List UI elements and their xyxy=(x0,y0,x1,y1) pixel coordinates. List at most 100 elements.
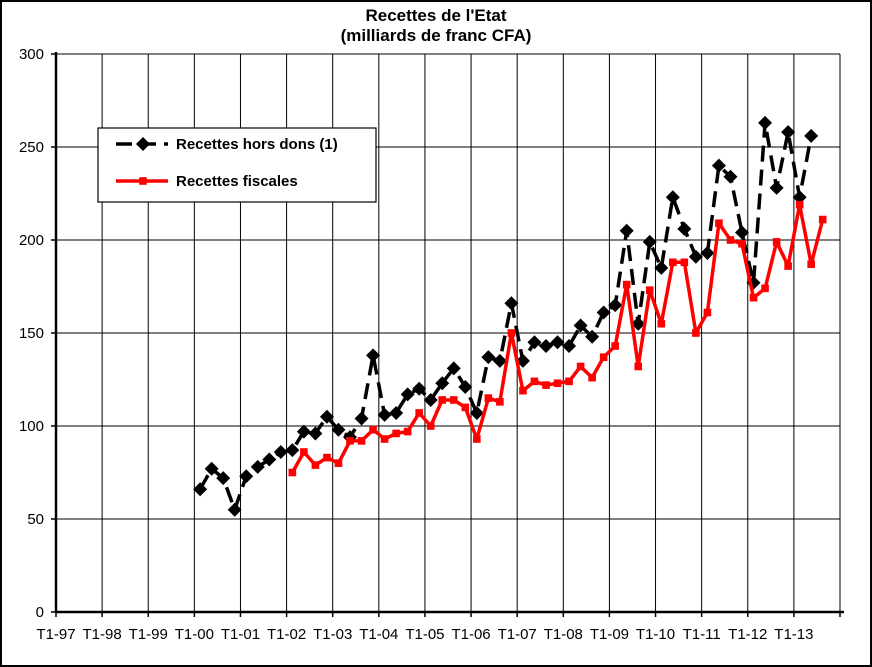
x-tick-label: T1-99 xyxy=(129,626,168,643)
x-tick-label: T1-06 xyxy=(451,626,490,643)
data-point xyxy=(412,381,427,396)
x-tick-label: T1-00 xyxy=(175,626,214,643)
data-point xyxy=(469,405,484,420)
data-point xyxy=(527,335,542,350)
data-point xyxy=(426,422,435,430)
data-point xyxy=(449,396,458,404)
legend-label: Recettes fiscales xyxy=(176,173,298,190)
data-point xyxy=(608,298,623,313)
data-point xyxy=(262,452,277,467)
data-point xyxy=(366,348,381,363)
data-point xyxy=(665,190,680,205)
data-point xyxy=(392,429,400,438)
data-point xyxy=(285,443,300,458)
x-tick-label: T1-10 xyxy=(636,626,675,643)
data-point xyxy=(807,260,815,268)
data-point xyxy=(438,396,447,404)
data-point xyxy=(599,353,608,361)
data-point xyxy=(784,262,792,270)
data-point xyxy=(654,260,669,275)
data-point xyxy=(204,461,219,476)
data-point xyxy=(781,125,796,140)
data-point xyxy=(611,342,619,350)
data-point xyxy=(311,461,320,469)
x-tick-label: T1-09 xyxy=(590,626,629,643)
data-point xyxy=(749,293,758,302)
data-point xyxy=(227,502,242,517)
data-point xyxy=(642,234,657,249)
chart-subtitle-line: (milliards de franc CFA) xyxy=(340,26,532,45)
data-point xyxy=(619,223,634,238)
grid-lines xyxy=(56,53,841,613)
data-point xyxy=(423,392,438,407)
data-point xyxy=(738,239,746,248)
data-point xyxy=(692,329,700,337)
y-tick-label: 150 xyxy=(19,325,44,342)
data-point xyxy=(354,411,369,426)
data-point xyxy=(761,284,769,293)
data-point xyxy=(795,200,804,209)
data-point xyxy=(588,373,596,382)
data-point xyxy=(542,381,550,389)
data-point xyxy=(216,471,231,486)
data-point xyxy=(481,350,496,365)
data-point xyxy=(735,225,749,240)
data-point xyxy=(645,286,654,295)
data-point xyxy=(553,379,562,388)
data-point xyxy=(562,339,577,354)
axes: 0 50 100 150 200 250 300 T1-97 T1-98 T1-99 T1-00 T1… xyxy=(19,46,844,643)
data-point xyxy=(818,215,827,224)
data-point xyxy=(711,158,726,173)
x-tick-label: T1-04 xyxy=(359,626,398,643)
data-point xyxy=(576,362,585,371)
data-point xyxy=(585,329,600,344)
data-point xyxy=(539,339,553,354)
data-point xyxy=(458,379,473,394)
legend-label: Recettes hors dons (1) xyxy=(176,136,338,153)
y-tick-label: 100 xyxy=(19,418,44,435)
data-point xyxy=(273,445,288,460)
x-tick-label: T1-11 xyxy=(683,626,721,643)
chart-title: Recettes de l'Etat (milliards de franc C… xyxy=(0,6,872,46)
x-tick-label: T1-12 xyxy=(728,626,767,643)
series-layer xyxy=(193,115,827,517)
data-point xyxy=(507,329,516,337)
data-point xyxy=(319,409,334,424)
data-point xyxy=(700,246,715,261)
data-point xyxy=(726,236,735,244)
data-point xyxy=(657,319,666,328)
data-point xyxy=(703,308,712,317)
data-point xyxy=(804,128,819,143)
chart-title-line: Recettes de l'Etat xyxy=(365,6,507,25)
data-point xyxy=(496,398,504,406)
data-point xyxy=(622,280,631,289)
data-point xyxy=(792,190,807,205)
data-point xyxy=(484,394,493,402)
data-point xyxy=(669,258,677,267)
data-point xyxy=(680,258,689,267)
data-point xyxy=(492,353,507,368)
y-tick-label: 0 xyxy=(36,604,44,621)
data-point xyxy=(565,377,573,386)
data-point xyxy=(403,427,412,436)
y-tick-label: 300 xyxy=(19,46,44,63)
data-point xyxy=(308,426,323,441)
data-point xyxy=(331,422,346,437)
data-point xyxy=(288,468,297,477)
data-point xyxy=(519,386,527,395)
x-tick-label: T1-07 xyxy=(498,626,537,643)
data-point xyxy=(389,405,404,420)
data-point xyxy=(530,377,539,386)
data-point xyxy=(461,403,470,412)
data-point xyxy=(346,437,354,445)
x-tick-label: T1-01 xyxy=(221,626,260,643)
data-point xyxy=(677,221,692,236)
data-point xyxy=(573,318,588,333)
data-point xyxy=(193,482,208,497)
data-point xyxy=(634,362,643,371)
data-point xyxy=(250,459,265,474)
series-recettes-fiscales xyxy=(288,200,827,477)
x-tick-label: T1-13 xyxy=(774,626,813,643)
data-point xyxy=(715,219,723,228)
